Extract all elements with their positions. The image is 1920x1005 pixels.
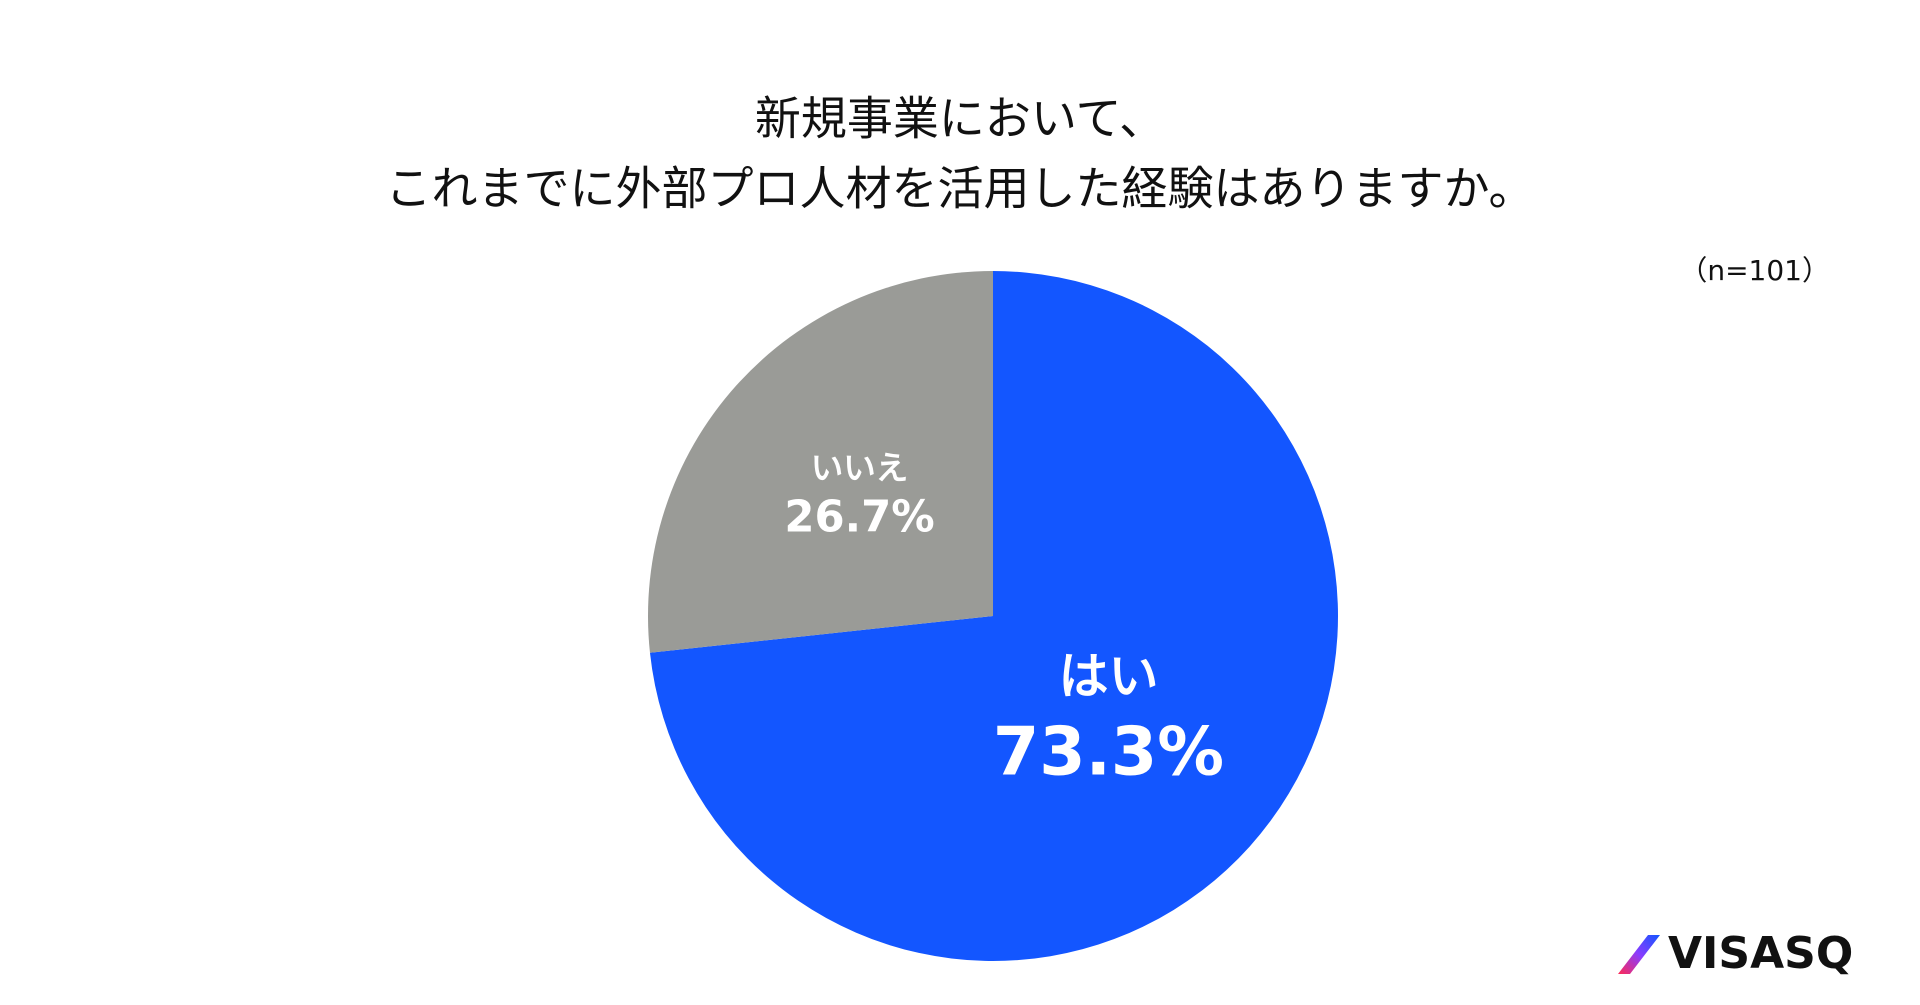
pie-slice [649,271,1339,962]
logo-mark [1618,935,1660,974]
slice-value-label: 73.3% [993,712,1224,790]
sample-size-note: （n=101） [1679,254,1830,287]
logo-text: VISASQ [1668,928,1853,979]
slice-label: はい [1059,647,1159,705]
chart-title: 新規事業において、 [755,92,1165,146]
slice-value-label: 26.7% [784,492,934,542]
slice-label: いいえ [811,449,909,487]
chart-title: これまでに外部プロ人材を活用した経験はありますか。 [385,162,1534,216]
pie-slice [648,271,993,653]
